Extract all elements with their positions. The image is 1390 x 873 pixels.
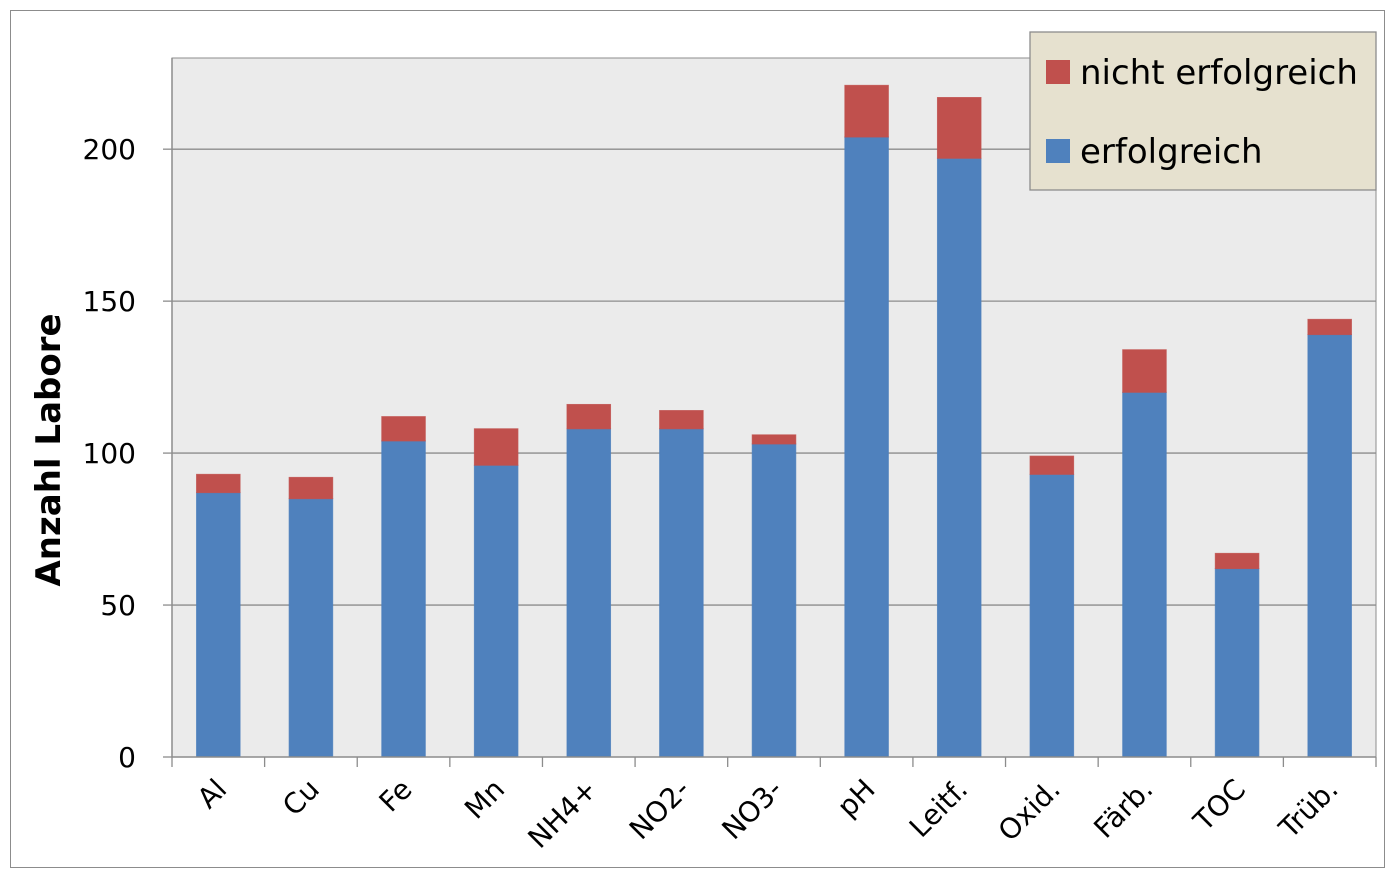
x-tick-label: Mn: [458, 773, 511, 826]
bar-nicht-erfolgreich-12: [1307, 318, 1352, 336]
x-tick-label: Leitf.: [903, 773, 974, 844]
legend: nicht erfolgreich erfolgreich: [1029, 31, 1377, 191]
x-tick-label: NO2-: [623, 773, 696, 846]
bar-erfolgreich-8: [936, 157, 982, 758]
bar-nicht-erfolgreich-5: [659, 410, 704, 430]
bar-erfolgreich-5: [659, 428, 704, 758]
x-tick-label: Al: [191, 773, 233, 815]
axes: [171, 58, 1377, 767]
y-tick-label: 50: [100, 589, 136, 622]
bars: [196, 84, 1352, 758]
bar-nicht-erfolgreich-11: [1214, 552, 1260, 570]
bar-nicht-erfolgreich-9: [1029, 455, 1075, 475]
y-tick-labels: 0 50 100 150 200: [83, 133, 136, 774]
bar-erfolgreich-1: [288, 498, 334, 758]
x-tick-label: TOC: [1186, 773, 1252, 839]
bar-erfolgreich-12: [1307, 334, 1352, 758]
bar-nicht-erfolgreich-10: [1122, 349, 1167, 393]
legend-label-nicht-erfolgreich: nicht erfolgreich: [1080, 53, 1358, 93]
x-tick-label: Färb.: [1087, 773, 1159, 845]
bar-nicht-erfolgreich-2: [381, 416, 426, 442]
bar-erfolgreich-4: [566, 428, 612, 758]
bar-erfolgreich-2: [381, 440, 426, 758]
x-tick-label: Fe: [373, 773, 419, 819]
legend-swatch-nicht-erfolgreich: [1046, 60, 1070, 84]
bar-nicht-erfolgreich-7: [844, 84, 889, 138]
bar-nicht-erfolgreich-8: [936, 97, 982, 159]
y-axis-title: Anzahl Labore: [29, 313, 69, 586]
legend-swatch-erfolgreich: [1046, 139, 1070, 163]
bar-erfolgreich-7: [844, 136, 889, 758]
bar-erfolgreich-3: [473, 464, 519, 758]
bar-erfolgreich-9: [1029, 473, 1075, 758]
x-tick-labels: Al Cu Fe Mn NH4+ NO2- NO3- pH Leitf. Oxid. Färb. TO…: [191, 773, 1345, 855]
y-tick-label: 0: [118, 741, 136, 774]
bar-erfolgreich-6: [751, 443, 797, 758]
y-tick-label: 100: [83, 437, 136, 470]
x-tick-label: NO3-: [715, 773, 788, 846]
x-tick-label: Trüb.: [1272, 773, 1345, 846]
x-tick-label: NH4+: [521, 773, 603, 855]
legend-box: [1029, 31, 1377, 191]
y-tick-label: 150: [83, 285, 136, 318]
legend-label-erfolgreich: erfolgreich: [1080, 132, 1263, 172]
bar-nicht-erfolgreich-0: [196, 473, 241, 494]
x-tick-label: Oxid.: [992, 773, 1067, 848]
y-tick-label: 200: [83, 133, 136, 166]
bar-nicht-erfolgreich-1: [288, 476, 334, 500]
bar-nicht-erfolgreich-4: [566, 403, 612, 430]
bar-erfolgreich-11: [1214, 568, 1260, 758]
x-tick-label: Cu: [276, 773, 326, 823]
bar-erfolgreich-0: [196, 492, 241, 758]
bar-nicht-erfolgreich-3: [473, 428, 519, 466]
x-tick-label: pH: [831, 773, 882, 824]
bar-nicht-erfolgreich-6: [751, 434, 797, 445]
bar-erfolgreich-10: [1122, 391, 1167, 758]
